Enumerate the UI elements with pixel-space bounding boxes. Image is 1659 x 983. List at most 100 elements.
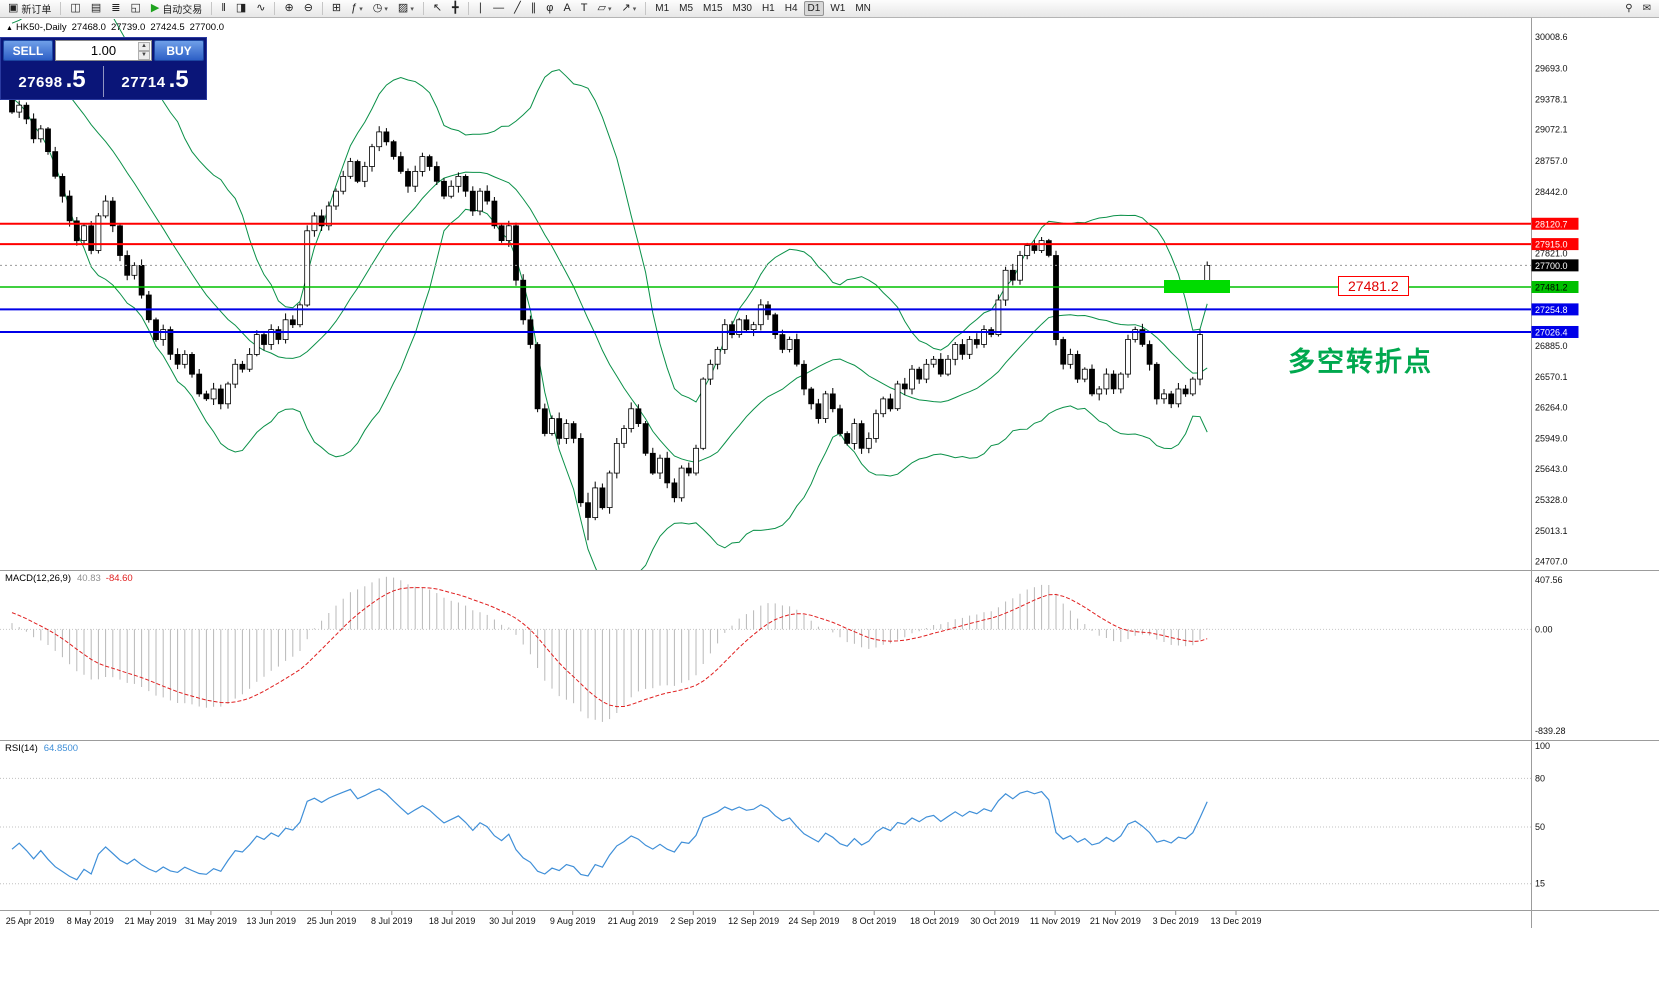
dropdown-caret-icon: ▾ <box>410 5 414 13</box>
toolbar-separator <box>467 2 469 15</box>
toolbar-separator <box>321 2 323 15</box>
terminal-icon[interactable]: ◱ <box>126 1 144 16</box>
quotes-icon[interactable]: ▤ <box>87 1 105 16</box>
zoom-out-icon[interactable]: ⊖ <box>300 1 317 16</box>
templates-icon: ▨ <box>397 2 409 14</box>
svg-text:25 Apr 2019: 25 Apr 2019 <box>6 916 55 926</box>
timeframe-w1[interactable]: W1 <box>826 1 849 16</box>
svg-text:28120.7: 28120.7 <box>1535 219 1568 229</box>
svg-text:13 Jun 2019: 13 Jun 2019 <box>246 916 296 926</box>
zoom-out-icon: ⊖ <box>303 2 313 14</box>
cursor-icon[interactable]: ↖ <box>429 1 446 16</box>
fibonacci-icon: φ <box>546 2 554 14</box>
timeframe-m30[interactable]: M30 <box>729 1 756 16</box>
svg-text:50: 50 <box>1535 822 1545 832</box>
sell-price-frac: .5 <box>65 65 86 93</box>
svg-text:29072.1: 29072.1 <box>1535 125 1568 135</box>
timeframe-toolbar: M1 M5 M15 M30 H1 H4 D1 W1 MN <box>650 1 876 16</box>
price-axis[interactable]: 30008.6 29693.0 29378.1 29072.1 28757.0 28442… <box>1531 32 1579 889</box>
channel-icon: ∥ <box>530 2 537 14</box>
volume-up-icon[interactable]: ▲ <box>138 42 150 51</box>
fibonacci-icon[interactable]: φ <box>542 1 557 16</box>
rsi-label: RSI(14) 64.8500 <box>5 743 78 754</box>
macd-name: MACD(12,26,9) <box>5 573 71 584</box>
trendline-icon: ╱ <box>514 2 521 14</box>
price-callout[interactable]: 27481.2 <box>1338 276 1409 296</box>
timeframe-m15[interactable]: M15 <box>699 1 726 16</box>
navigator-icon: ≣ <box>111 2 121 14</box>
cursor-icon: ↖ <box>432 2 443 14</box>
text-icon[interactable]: A <box>559 1 574 16</box>
periods-icon[interactable]: ◷ ▾ <box>369 1 392 16</box>
svg-text:29693.0: 29693.0 <box>1535 63 1568 73</box>
timeframe-m5[interactable]: M5 <box>675 1 697 16</box>
svg-text:407.56: 407.56 <box>1535 575 1563 585</box>
line-chart-icon: ∿ <box>256 2 266 14</box>
svg-text:8 May 2019: 8 May 2019 <box>67 916 114 926</box>
text-icon: A <box>563 2 571 14</box>
close-value: 27700.0 <box>189 22 224 33</box>
svg-text:21 May 2019: 21 May 2019 <box>125 916 177 926</box>
symbol-period-label: HK50-,Daily <box>15 22 67 33</box>
macd-signal-value: -84.60 <box>105 573 133 584</box>
svg-text:12 Sep 2019: 12 Sep 2019 <box>728 916 779 926</box>
autotrading-button[interactable]: ▶ 自动交易 <box>147 1 206 17</box>
buy-price-main: 27714 <box>121 73 166 91</box>
toolbar: ▣ 新订单 ◫ ▤ ≣ ◱ ▶ 自动交易 ǁ ◨ ∿ ⊕ ⊖ ⊞ ƒ ▾ ◷ ▾ ▨ ▾ ↖ ╋ ∣ ― ╱ ∥ φ A T ▱ ▾ ↗ ▾ M… <box>0 0 1659 18</box>
turning-point-annotation[interactable]: 多空转折点 <box>1288 347 1433 377</box>
timeframe-d1[interactable]: D1 <box>803 1 825 16</box>
svg-text:27481.2: 27481.2 <box>1535 283 1568 293</box>
svg-text:27821.0: 27821.0 <box>1535 248 1568 258</box>
collapse-triangle-icon[interactable]: ▲ <box>6 25 13 32</box>
svg-text:25949.0: 25949.0 <box>1535 434 1568 444</box>
tile-windows-icon[interactable]: ⊞ <box>328 1 345 16</box>
vertical-line-icon[interactable]: ∣ <box>474 1 488 16</box>
buy-button[interactable]: BUY <box>154 40 204 61</box>
rectangle-object[interactable] <box>1164 280 1230 294</box>
zoom-in-icon[interactable]: ⊕ <box>280 1 297 16</box>
bar-chart-icon[interactable]: ǁ <box>217 1 230 16</box>
templates-icon[interactable]: ▨ ▾ <box>394 1 418 16</box>
candlestick-chart-icon: ◨ <box>235 2 247 14</box>
svg-text:25643.0: 25643.0 <box>1535 464 1568 474</box>
rsi-layer <box>0 777 1531 885</box>
crosshair-icon[interactable]: ╋ <box>448 1 463 16</box>
channel-icon[interactable]: ∥ <box>527 1 541 16</box>
sell-button[interactable]: SELL <box>3 40 53 61</box>
timeframe-h1[interactable]: H1 <box>758 1 779 16</box>
indicators-icon[interactable]: ƒ ▾ <box>347 1 367 16</box>
svg-text:2 Sep 2019: 2 Sep 2019 <box>670 916 716 926</box>
search-icon[interactable]: ⚲ <box>1621 1 1636 16</box>
toolbar-separator <box>645 2 647 15</box>
volume-down-icon[interactable]: ▼ <box>138 51 150 60</box>
volume-value: 1.00 <box>90 43 117 58</box>
bollinger-lower-band <box>11 97 1208 570</box>
frame-layer <box>0 18 1659 928</box>
timeframe-m1[interactable]: M1 <box>651 1 673 16</box>
timeframe-mn[interactable]: MN <box>851 1 875 16</box>
candlestick-chart-icon[interactable]: ◨ <box>232 1 250 16</box>
new-order-button[interactable]: ▣ 新订单 <box>4 1 55 17</box>
arrows-icon[interactable]: ↗ ▾ <box>618 1 641 16</box>
svg-text:21 Nov 2019: 21 Nov 2019 <box>1090 916 1141 926</box>
new-order-button: ▣ <box>8 2 19 14</box>
line-chart-icon[interactable]: ∿ <box>252 1 269 16</box>
shapes-icon[interactable]: ▱ ▾ <box>594 1 616 16</box>
trendline-icon[interactable]: ╱ <box>510 1 525 16</box>
svg-text:9 Aug 2019: 9 Aug 2019 <box>550 916 596 926</box>
open-value: 27468.0 <box>71 22 106 33</box>
svg-text:80: 80 <box>1535 773 1545 783</box>
timeframe-h4[interactable]: H4 <box>781 1 802 16</box>
horizontal-line-icon[interactable]: ― <box>489 1 508 16</box>
charts-icon[interactable]: ◫ <box>66 1 84 16</box>
time-axis[interactable]: 25 Apr 2019 8 May 2019 21 May 2019 31 May 2… <box>6 911 1262 926</box>
shapes-icon: ▱ <box>597 2 606 14</box>
label-icon[interactable]: T <box>577 1 592 16</box>
chat-icon[interactable]: ✉ <box>1639 1 1655 16</box>
volume-field[interactable]: 1.00 ▲ ▼ <box>55 40 152 61</box>
navigator-icon[interactable]: ≣ <box>107 1 124 16</box>
vertical-line-icon: ∣ <box>477 2 484 14</box>
periods-icon: ◷ <box>372 2 383 14</box>
svg-text:18 Oct 2019: 18 Oct 2019 <box>910 916 959 926</box>
